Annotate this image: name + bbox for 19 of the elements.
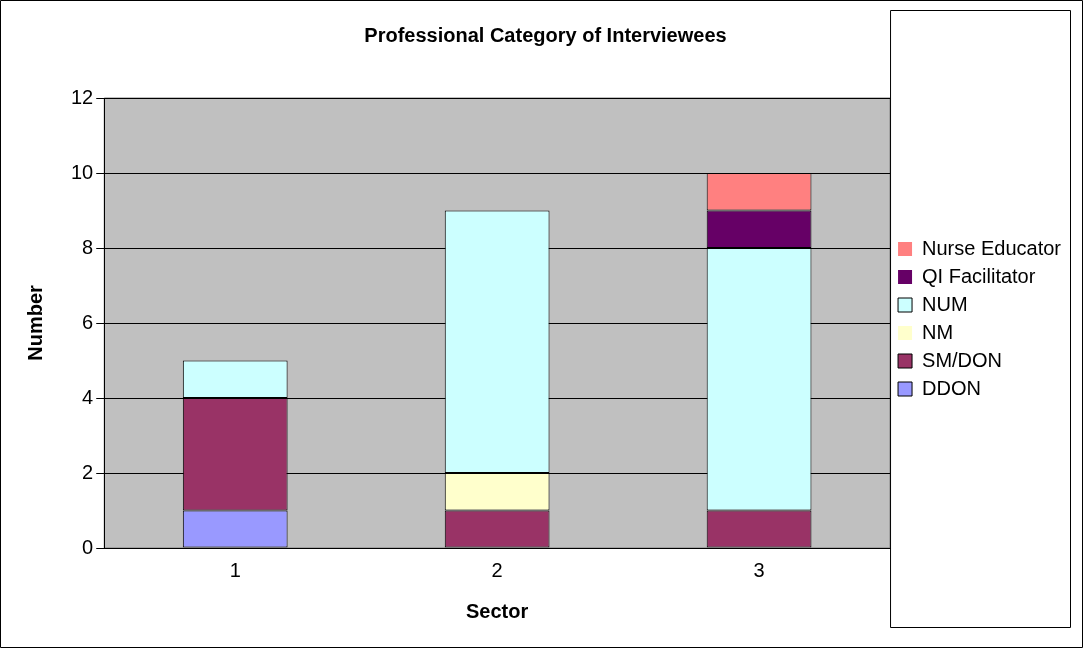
- x-tick-label: 3: [753, 558, 765, 581]
- legend-label: DDON: [922, 376, 981, 399]
- x-tick-label: 1: [229, 558, 241, 581]
- x-axis-title: Sector: [466, 599, 529, 622]
- legend-label: NM: [922, 320, 954, 343]
- y-tick-label: 6: [82, 310, 94, 333]
- chart-title: Professional Category of Interviewees: [364, 23, 727, 46]
- y-tick-label: 8: [82, 235, 94, 258]
- x-tick-label: 2: [491, 558, 503, 581]
- legend-label: SM/DON: [922, 348, 1003, 371]
- legend-label: QI Facilitator: [922, 264, 1036, 287]
- legend-label: Nurse Educator: [922, 236, 1062, 259]
- y-axis-title: Number: [23, 285, 46, 361]
- y-tick-label: 4: [82, 385, 94, 408]
- y-tick-label: 2: [82, 460, 94, 483]
- y-tick-label: 12: [71, 85, 94, 108]
- y-tick-label: 10: [71, 160, 94, 183]
- y-tick-label: 0: [82, 535, 94, 558]
- legend-label: NUM: [922, 292, 968, 315]
